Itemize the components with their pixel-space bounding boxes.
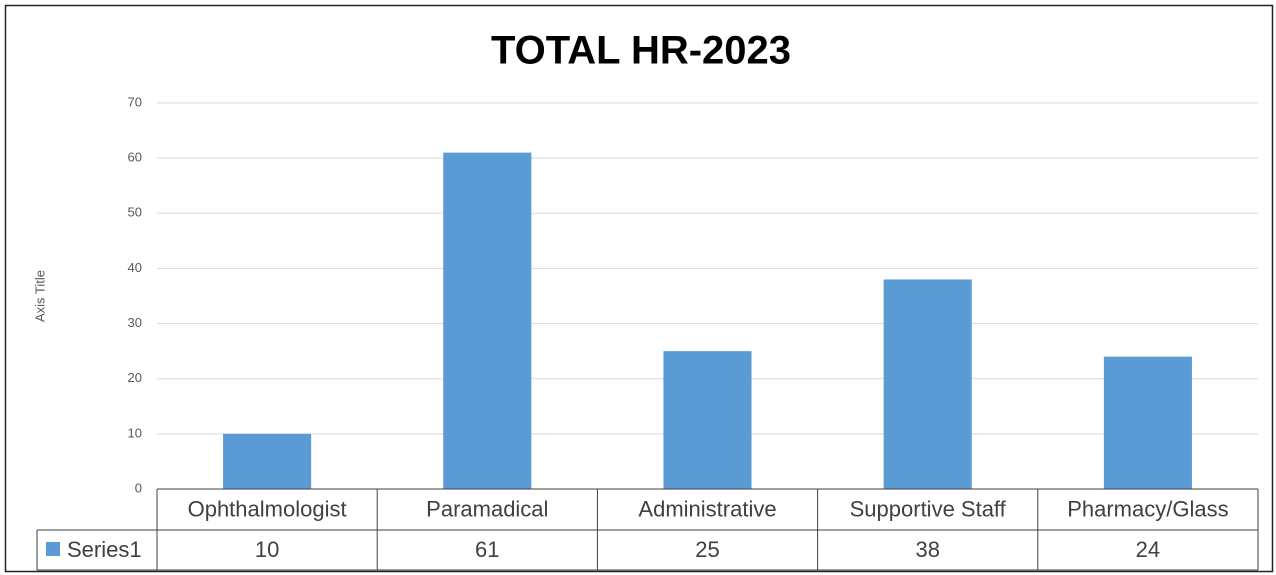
bar xyxy=(223,433,312,489)
legend-label: Series1 xyxy=(67,537,142,562)
table-value: 24 xyxy=(1136,537,1160,562)
table-value: 25 xyxy=(695,537,719,562)
chart-border xyxy=(4,4,1274,573)
y-tick-label: 10 xyxy=(128,425,142,440)
table-value: 61 xyxy=(475,537,499,562)
y-tick-label: 0 xyxy=(135,480,142,495)
bar xyxy=(443,152,532,489)
x-tick-label: Pharmacy/Glass xyxy=(1067,496,1228,521)
x-tick-label: Ophthalmologist xyxy=(188,496,347,521)
y-tick-label: 30 xyxy=(128,315,142,330)
x-tick-label: Supportive Staff xyxy=(850,496,1007,521)
x-tick-label: Paramadical xyxy=(426,496,548,521)
table-value: 10 xyxy=(255,537,279,562)
y-tick-label: 70 xyxy=(128,94,142,109)
bar xyxy=(663,351,752,489)
bar xyxy=(883,279,972,489)
y-tick-label: 50 xyxy=(128,205,142,220)
chart-title: TOTAL HR-2023 xyxy=(491,29,791,73)
y-tick-label: 60 xyxy=(128,150,142,165)
x-tick-label: Administrative xyxy=(638,496,776,521)
y-tick-label: 40 xyxy=(128,260,142,275)
table-value: 38 xyxy=(915,537,939,562)
legend-swatch xyxy=(46,542,60,556)
y-tick-label: 20 xyxy=(128,370,142,385)
bar xyxy=(1103,356,1192,489)
y-axis-title: Axis Title xyxy=(32,270,47,322)
